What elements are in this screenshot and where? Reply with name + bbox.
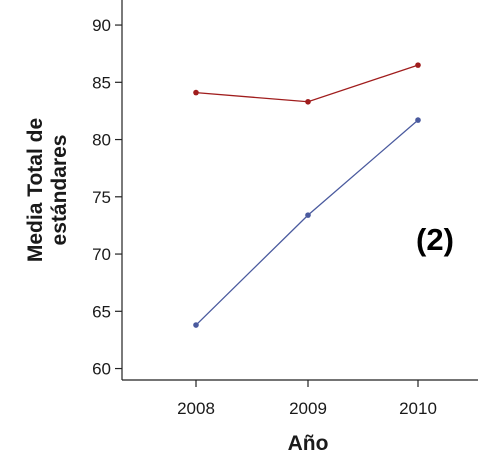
x-axis-ticks: 2008 2009 2010 (177, 380, 437, 418)
y-tick-label: 70 (92, 245, 111, 264)
y-tick-label: 65 (92, 302, 111, 321)
data-point (415, 117, 421, 123)
y-tick-label: 60 (92, 360, 111, 379)
y-axis-title-line-1: Media Total de (24, 118, 47, 262)
data-point (305, 98, 311, 105)
data-point (193, 89, 199, 96)
series-line (195, 64, 419, 103)
data-point (305, 212, 311, 218)
x-tick-label: 2009 (289, 399, 327, 418)
series-line (195, 119, 419, 326)
axes (121, 0, 478, 381)
data-point (193, 322, 199, 328)
y-tick-label: 80 (92, 131, 111, 150)
data-point (415, 62, 421, 68)
y-axis-ticks: 60 65 70 75 80 85 90 (92, 16, 122, 379)
series-layer (193, 62, 421, 328)
x-tick-label: 2010 (399, 399, 437, 418)
y-tick-label: 75 (92, 188, 111, 207)
x-axis-title: Año (288, 432, 329, 455)
y-tick-label: 90 (92, 16, 111, 35)
x-tick-label: 2008 (177, 399, 215, 418)
y-axis-title-line-2: estándares (48, 135, 71, 246)
y-tick-label: 85 (92, 73, 111, 92)
figure-annotation: (2) (416, 222, 454, 257)
